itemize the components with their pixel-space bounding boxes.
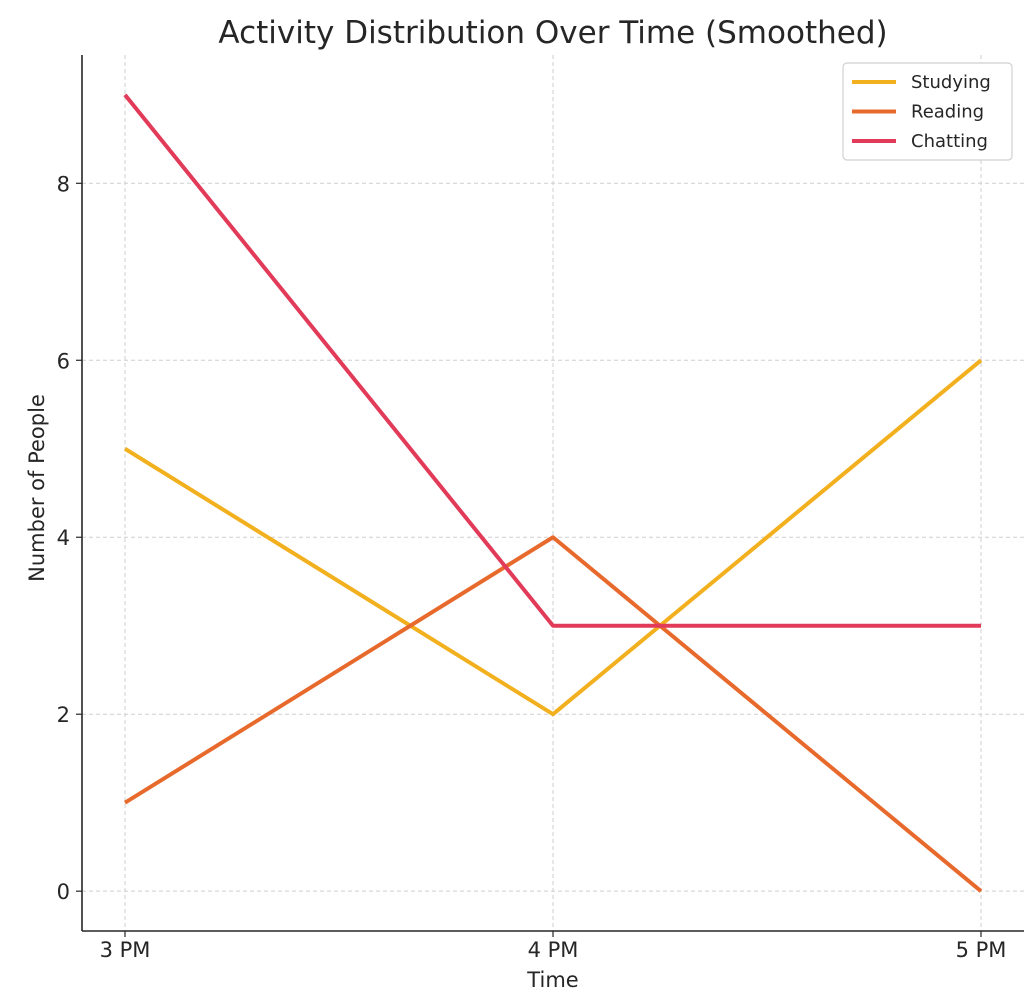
y-tick-label: 8 [57,172,70,196]
legend-label-reading: Reading [911,102,984,123]
x-tick-label: 5 PM [956,938,1007,962]
y-tick-label: 6 [57,349,70,373]
x-tick-label: 3 PM [100,938,151,962]
y-tick-label: 4 [57,526,70,550]
series-layer [123,93,983,893]
chart-title: Activity Distribution Over Time (Smoothe… [218,15,887,51]
grid-layer [82,55,1024,931]
y-axis-label: Number of People [25,394,49,582]
y-tick-label: 0 [57,880,70,904]
x-tick-label: 4 PM [528,938,579,962]
series-line-chatting [123,93,981,628]
legend-label-chatting: Chatting [911,131,988,152]
series-line-studying [123,358,983,717]
legend-box [842,62,1013,161]
y-tick-label: 2 [57,703,70,727]
x-axis-label: Time [526,968,578,992]
tick-layer: 3 PM 4 PM 5 PM 0 2 4 6 8 [57,172,1007,962]
series-line-reading [123,535,983,893]
legend-label-studying: Studying [911,72,991,93]
legend: Studying Reading Chatting [842,62,1013,161]
